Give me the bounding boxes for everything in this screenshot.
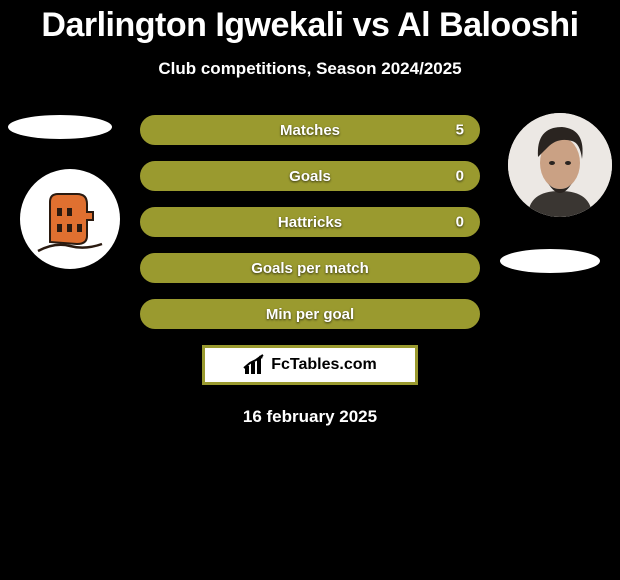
stat-label: Matches [280, 122, 340, 139]
stat-row-goals: Goals 0 [140, 161, 480, 191]
stat-value-right: 0 [456, 168, 464, 185]
bar-chart-icon [243, 354, 269, 376]
stat-row-min-per-goal: Min per goal [140, 299, 480, 329]
stat-rows: Matches 5 Goals 0 Hattricks 0 Goals per … [140, 115, 480, 329]
ellipse-left [8, 115, 112, 139]
subtitle: Club competitions, Season 2024/2025 [0, 59, 620, 79]
stat-label: Hattricks [278, 214, 342, 231]
player-portrait-icon [508, 113, 612, 217]
stat-row-goals-per-match: Goals per match [140, 253, 480, 283]
date-text: 16 february 2025 [0, 407, 620, 427]
stat-row-matches: Matches 5 [140, 115, 480, 145]
ajman-club-icon [35, 184, 105, 254]
stat-value-right: 0 [456, 214, 464, 231]
stat-label: Min per goal [266, 306, 354, 323]
brand-box: FcTables.com [202, 345, 418, 385]
page-title: Darlington Igwekali vs Al Balooshi [0, 0, 620, 45]
stat-value-right: 5 [456, 122, 464, 139]
stat-label: Goals per match [251, 260, 369, 277]
club-logo-left [20, 169, 120, 269]
stat-label: Goals [289, 168, 331, 185]
stat-row-hattricks: Hattricks 0 [140, 207, 480, 237]
ellipse-right [500, 249, 600, 273]
player-photo-right [508, 113, 612, 217]
brand-text: FcTables.com [271, 356, 377, 374]
comparison-panel: Matches 5 Goals 0 Hattricks 0 Goals per … [0, 115, 620, 427]
